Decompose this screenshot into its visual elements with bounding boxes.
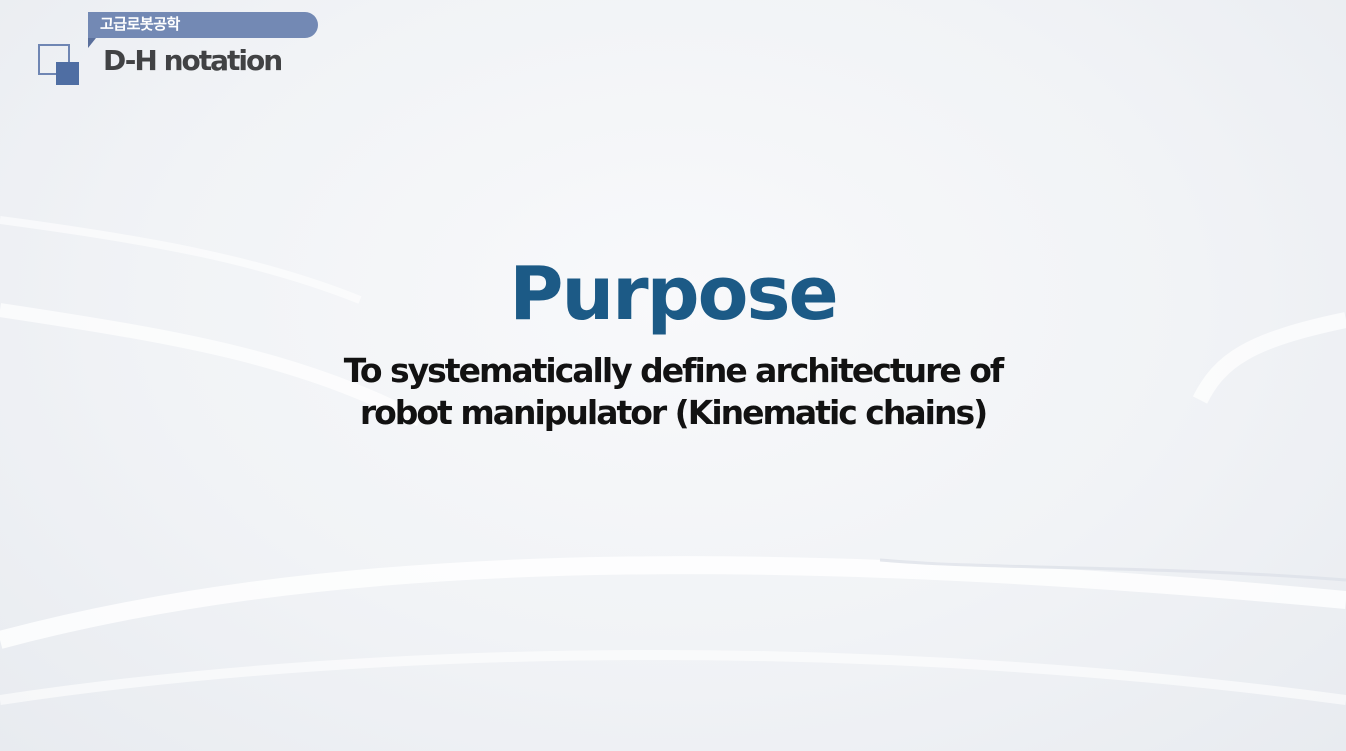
slide-description: To systematically define architecture of… [300, 350, 1046, 434]
logo-square-filled-icon [56, 62, 79, 85]
description-line-2: robot manipulator (Kinematic chains) [300, 392, 1046, 434]
slide-heading: Purpose [0, 250, 1346, 338]
section-title: D-H notation [103, 44, 281, 78]
course-badge-tail [88, 38, 96, 48]
course-label: 고급로봇공학 [100, 14, 180, 34]
description-line-1: To systematically define architecture of [300, 350, 1046, 392]
